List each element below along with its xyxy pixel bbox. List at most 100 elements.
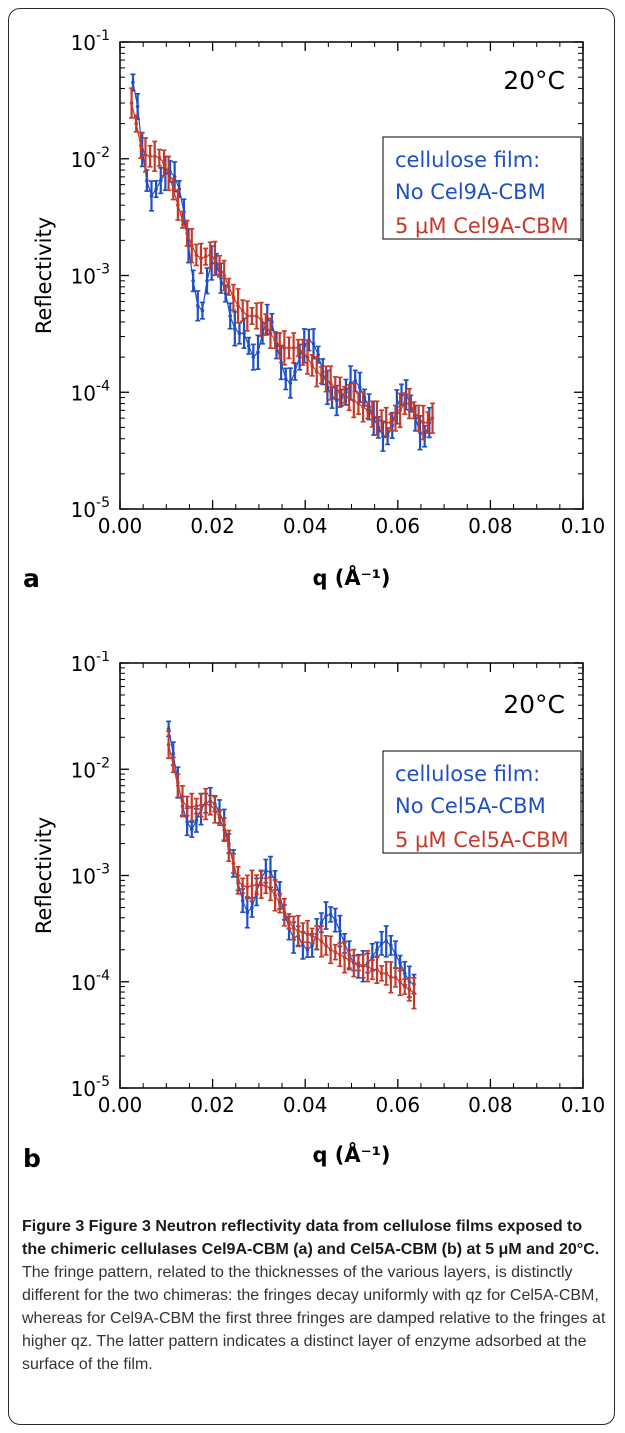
x-axis-title: q (Å⁻¹) — [312, 565, 390, 590]
data-point — [407, 401, 412, 406]
x-tick-label: 0.10 — [561, 514, 606, 538]
x-axis-title-symbol: q — [312, 566, 334, 590]
y-tick-label: 10-5 — [71, 495, 110, 522]
data-point — [222, 273, 226, 278]
y-tick-label: 10-5 — [71, 1074, 110, 1101]
data-point — [227, 285, 231, 289]
data-point — [158, 178, 163, 183]
data-point — [145, 178, 149, 183]
legend-header: cellulose film: — [395, 148, 540, 172]
data-point — [296, 346, 301, 350]
data-point — [347, 395, 351, 400]
y-tick-label: 10-2 — [71, 145, 110, 172]
data-point — [342, 393, 347, 397]
data-point — [245, 314, 250, 318]
data-point — [277, 901, 282, 905]
data-point — [195, 304, 200, 308]
data-point — [237, 331, 242, 336]
legend-box — [382, 750, 582, 854]
y-tick-label: 10-3 — [71, 262, 110, 289]
data-point — [259, 317, 264, 322]
data-point — [242, 331, 246, 336]
data-point — [203, 254, 208, 259]
data-point — [194, 804, 199, 808]
legend-header: cellulose film: — [395, 762, 540, 786]
data-point — [233, 326, 237, 331]
y-tick-base: 10 — [71, 971, 96, 995]
x-tick-label: 0.04 — [283, 1093, 328, 1117]
y-tick-base: 10 — [71, 148, 96, 172]
data-point — [171, 751, 176, 756]
data-point — [217, 815, 222, 820]
data-point — [264, 883, 268, 888]
y-tick-label: 10-3 — [71, 862, 110, 889]
data-point — [208, 803, 213, 807]
data-point — [189, 243, 194, 248]
data-point — [314, 935, 319, 940]
data-point — [402, 984, 407, 989]
y-tick-label: 10-2 — [71, 755, 110, 782]
data-point — [250, 905, 254, 910]
panel-label: b — [23, 1144, 41, 1173]
data-point — [370, 955, 375, 960]
data-point — [361, 964, 365, 969]
data-point — [305, 355, 310, 359]
data-point — [208, 253, 213, 257]
y-tick-label: 10-4 — [71, 968, 111, 995]
data-point — [185, 820, 189, 824]
data-point — [254, 314, 259, 318]
data-point — [333, 918, 338, 922]
x-axis-title-unit: (Å⁻¹) — [335, 565, 391, 590]
data-point — [305, 947, 310, 952]
data-point — [314, 369, 319, 374]
x-axis-title-symbol: q — [312, 1143, 334, 1167]
data-point — [227, 844, 231, 848]
y-tick-base: 10 — [71, 1077, 96, 1101]
y-tick-base: 10 — [71, 265, 96, 289]
y-tick-base: 10 — [71, 381, 96, 405]
data-point — [430, 416, 435, 420]
data-point — [288, 381, 293, 385]
x-tick-label: 0.06 — [376, 1093, 421, 1117]
data-point — [149, 194, 154, 198]
data-point — [240, 898, 245, 903]
data-point — [316, 352, 320, 357]
data-point — [338, 929, 342, 933]
data-point — [296, 929, 301, 933]
y-tick-base: 10 — [71, 498, 96, 522]
x-tick-label: 0.02 — [190, 514, 235, 538]
data-point — [250, 314, 254, 318]
data-point — [375, 967, 379, 972]
data-point — [199, 803, 203, 807]
data-point — [282, 910, 287, 915]
plot-area — [119, 41, 584, 510]
data-point — [287, 919, 291, 924]
data-point — [301, 930, 305, 935]
y-tick-exponent: -1 — [96, 651, 110, 665]
x-tick-label: 0.00 — [98, 514, 143, 538]
data-point — [129, 101, 134, 105]
data-point — [370, 412, 375, 416]
data-point — [166, 171, 171, 176]
data-point — [199, 256, 203, 261]
x-tick-label: 0.10 — [561, 1093, 606, 1117]
data-point — [301, 350, 305, 355]
data-point — [157, 155, 162, 160]
data-point — [131, 80, 135, 85]
series-line — [132, 82, 430, 438]
y-tick-exponent: -3 — [96, 262, 110, 278]
data-point — [287, 346, 291, 350]
y-tick-label: 10-4 — [71, 378, 111, 405]
data-point — [416, 416, 421, 420]
data-point — [180, 217, 185, 222]
data-point — [246, 343, 251, 348]
data-point — [319, 373, 324, 377]
data-point — [334, 398, 339, 403]
legend-entry: No Cel9A-CBM — [395, 180, 546, 204]
data-point — [176, 783, 180, 788]
data-point — [389, 943, 393, 948]
y-tick-base: 10 — [71, 31, 96, 55]
data-point — [194, 818, 199, 823]
data-point — [283, 377, 288, 381]
data-point — [171, 763, 176, 767]
